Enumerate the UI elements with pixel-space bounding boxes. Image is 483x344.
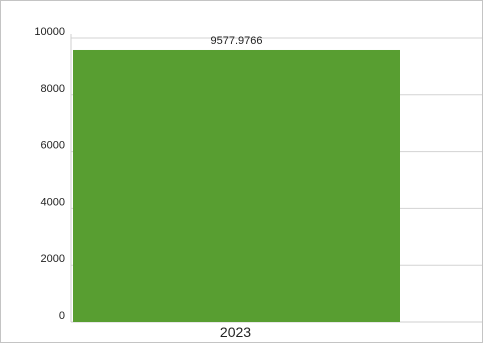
y-tick-label: 10000 xyxy=(34,26,65,38)
x-category-label: 2023 xyxy=(220,324,251,340)
y-tick-label: 0 xyxy=(59,310,65,322)
y-axis-ticks: 0 2000 4000 6000 8000 10000 xyxy=(34,26,65,322)
x-axis-categories: 2023 xyxy=(220,324,251,340)
bar xyxy=(73,49,400,322)
y-tick-label: 2000 xyxy=(41,253,65,265)
y-tick-label: 8000 xyxy=(41,83,65,95)
y-tick-label: 6000 xyxy=(41,140,65,152)
data-label: 9577.9766 xyxy=(211,35,263,47)
bars: 9577.9766 xyxy=(73,35,400,322)
y-tick-label: 4000 xyxy=(41,196,65,208)
